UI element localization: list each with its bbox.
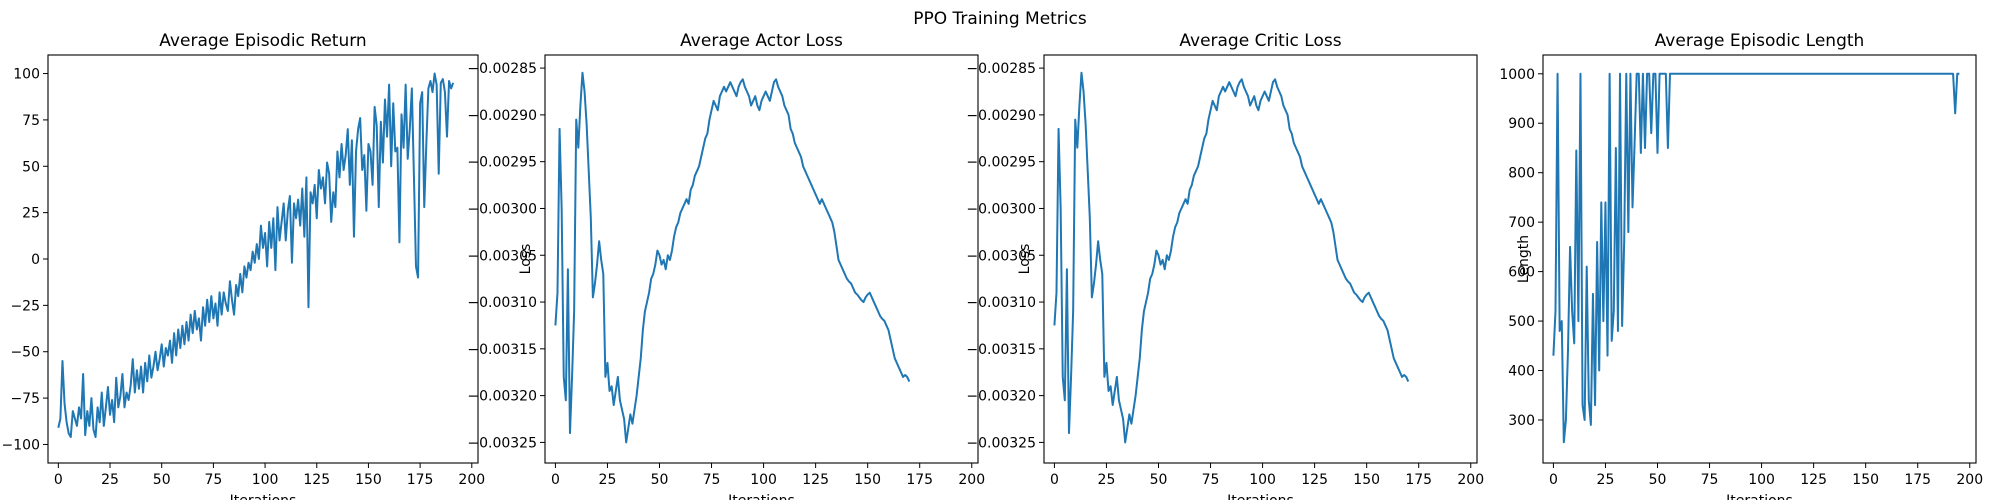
x-tick-label: 25: [1098, 472, 1116, 488]
y-tick-label: −0.00315: [467, 342, 537, 358]
x-axis-label: Iterations: [230, 493, 297, 500]
x-tick-label: 75: [703, 472, 721, 488]
x-tick-label: 25: [101, 472, 119, 488]
x-tick-label: 175: [1904, 472, 1931, 488]
series-line: [57, 72, 455, 439]
y-tick-label: 25: [22, 206, 40, 222]
subplot-4: 0 25 50 75 100 125 150 175 200 300 400 500 600 700 800…: [1499, 31, 1983, 500]
y-tick-label: −0.00320: [966, 389, 1036, 405]
x-tick-label: 100: [1249, 472, 1276, 488]
y-tick-label: −0.00315: [966, 342, 1036, 358]
x-tick-label: 125: [1800, 472, 1827, 488]
x-tick-label: 75: [1202, 472, 1220, 488]
x-tick-label: 0: [54, 472, 63, 488]
x-axis-label: Iterations: [728, 493, 795, 500]
y-tick-label: −0.00285: [467, 61, 537, 77]
y-tick-label: −0.00295: [467, 155, 537, 171]
x-tick-label: 175: [407, 472, 434, 488]
x-tick-label: 0: [1050, 472, 1059, 488]
x-tick-label: 50: [153, 472, 171, 488]
y-tick-label: −0.00310: [966, 295, 1036, 311]
x-tick-label: 50: [651, 472, 669, 488]
subplot-2: 0 25 50 75 100 125 150 175 200 −0.00325 −0.00320 −0…: [467, 31, 985, 500]
x-axis-label: Iterations: [1726, 493, 1793, 500]
subplot-title: Average Critic Loss: [1179, 31, 1341, 51]
subplot-1: 0 25 50 75 100 125 150 175 200 −100 −75 −50 −25 0 25 50…: [2, 31, 486, 500]
y-tick-label: 300: [1508, 413, 1535, 429]
x-tick-label: 100: [1748, 472, 1775, 488]
series-line: [554, 71, 911, 444]
y-tick-label: −0.00300: [467, 201, 537, 217]
subplot-title: Average Actor Loss: [680, 31, 843, 51]
x-tick-label: 200: [1457, 472, 1484, 488]
x-tick-label: 175: [1405, 472, 1432, 488]
x-tick-label: 75: [204, 472, 222, 488]
axes-frame: [1542, 54, 1977, 464]
y-tick-label: 50: [22, 159, 40, 175]
y-tick-label: 800: [1508, 166, 1535, 182]
y-tick-label: −0.00290: [467, 108, 537, 124]
y-tick-label: −0.00285: [966, 61, 1036, 77]
y-tick-label: −50: [10, 345, 40, 361]
x-tick-label: 125: [303, 472, 330, 488]
y-axis-label: Loss: [1017, 244, 1033, 275]
y-tick-label: −0.00325: [966, 435, 1036, 451]
axes-frame: [1043, 54, 1478, 464]
subplot-title: Average Episodic Length: [1655, 31, 1865, 51]
x-tick-label: 125: [802, 472, 829, 488]
y-tick-label: −0.00295: [966, 155, 1036, 171]
y-tick-label: 0: [31, 252, 40, 268]
x-tick-label: 0: [1549, 472, 1558, 488]
x-tick-label: 25: [1597, 472, 1615, 488]
y-tick-label: 700: [1508, 215, 1535, 231]
x-tick-label: 150: [854, 472, 881, 488]
y-tick-label: 1000: [1499, 67, 1535, 83]
y-tick-label: 500: [1508, 314, 1535, 330]
y-tick-label: −0.00300: [966, 201, 1036, 217]
axes-frame: [544, 54, 979, 464]
subplot-3: 0 25 50 75 100 125 150 175 200 −0.00325 −0.00320 −0…: [966, 31, 1484, 500]
x-tick-label: 200: [1956, 472, 1983, 488]
x-tick-label: 150: [1852, 472, 1879, 488]
y-tick-label: 400: [1508, 364, 1535, 380]
y-tick-label: −0.00310: [467, 295, 537, 311]
x-tick-label: 0: [551, 472, 560, 488]
x-tick-label: 200: [958, 472, 985, 488]
y-tick-label: −0.00290: [966, 108, 1036, 124]
subplot-panels: 0 25 50 75 100 125 150 175 200 −100 −75 −50 −25 0 25 50…: [2, 31, 1984, 500]
x-tick-label: 150: [355, 472, 382, 488]
y-tick-label: −0.00305: [966, 248, 1036, 264]
x-tick-label: 100: [750, 472, 777, 488]
subplot-title: Average Episodic Return: [159, 31, 366, 51]
y-axis-label: Loss: [518, 244, 534, 275]
x-tick-label: 175: [906, 472, 933, 488]
y-axis-label: Length: [1516, 235, 1532, 283]
series-line: [1053, 71, 1410, 444]
y-tick-label: −0.00320: [467, 389, 537, 405]
y-tick-label: 100: [13, 67, 40, 83]
y-tick-label: −25: [10, 298, 40, 314]
y-tick-label: 600: [1508, 265, 1535, 281]
x-tick-label: 75: [1701, 472, 1719, 488]
y-tick-label: 75: [22, 113, 40, 129]
x-tick-label: 150: [1353, 472, 1380, 488]
x-tick-label: 50: [1150, 472, 1168, 488]
y-tick-label: −75: [10, 391, 40, 407]
series-line: [1552, 72, 1960, 444]
y-tick-label: 900: [1508, 116, 1535, 132]
x-tick-label: 100: [252, 472, 279, 488]
figure-suptitle: PPO Training Metrics: [913, 9, 1087, 29]
y-tick-label: −0.00325: [467, 435, 537, 451]
y-tick-label: −100: [2, 437, 40, 453]
y-tick-label: −0.00305: [467, 248, 537, 264]
x-tick-label: 125: [1301, 472, 1328, 488]
x-tick-label: 50: [1649, 472, 1667, 488]
x-tick-label: 200: [458, 472, 485, 488]
x-axis-label: Iterations: [1227, 493, 1294, 500]
x-tick-label: 25: [599, 472, 617, 488]
